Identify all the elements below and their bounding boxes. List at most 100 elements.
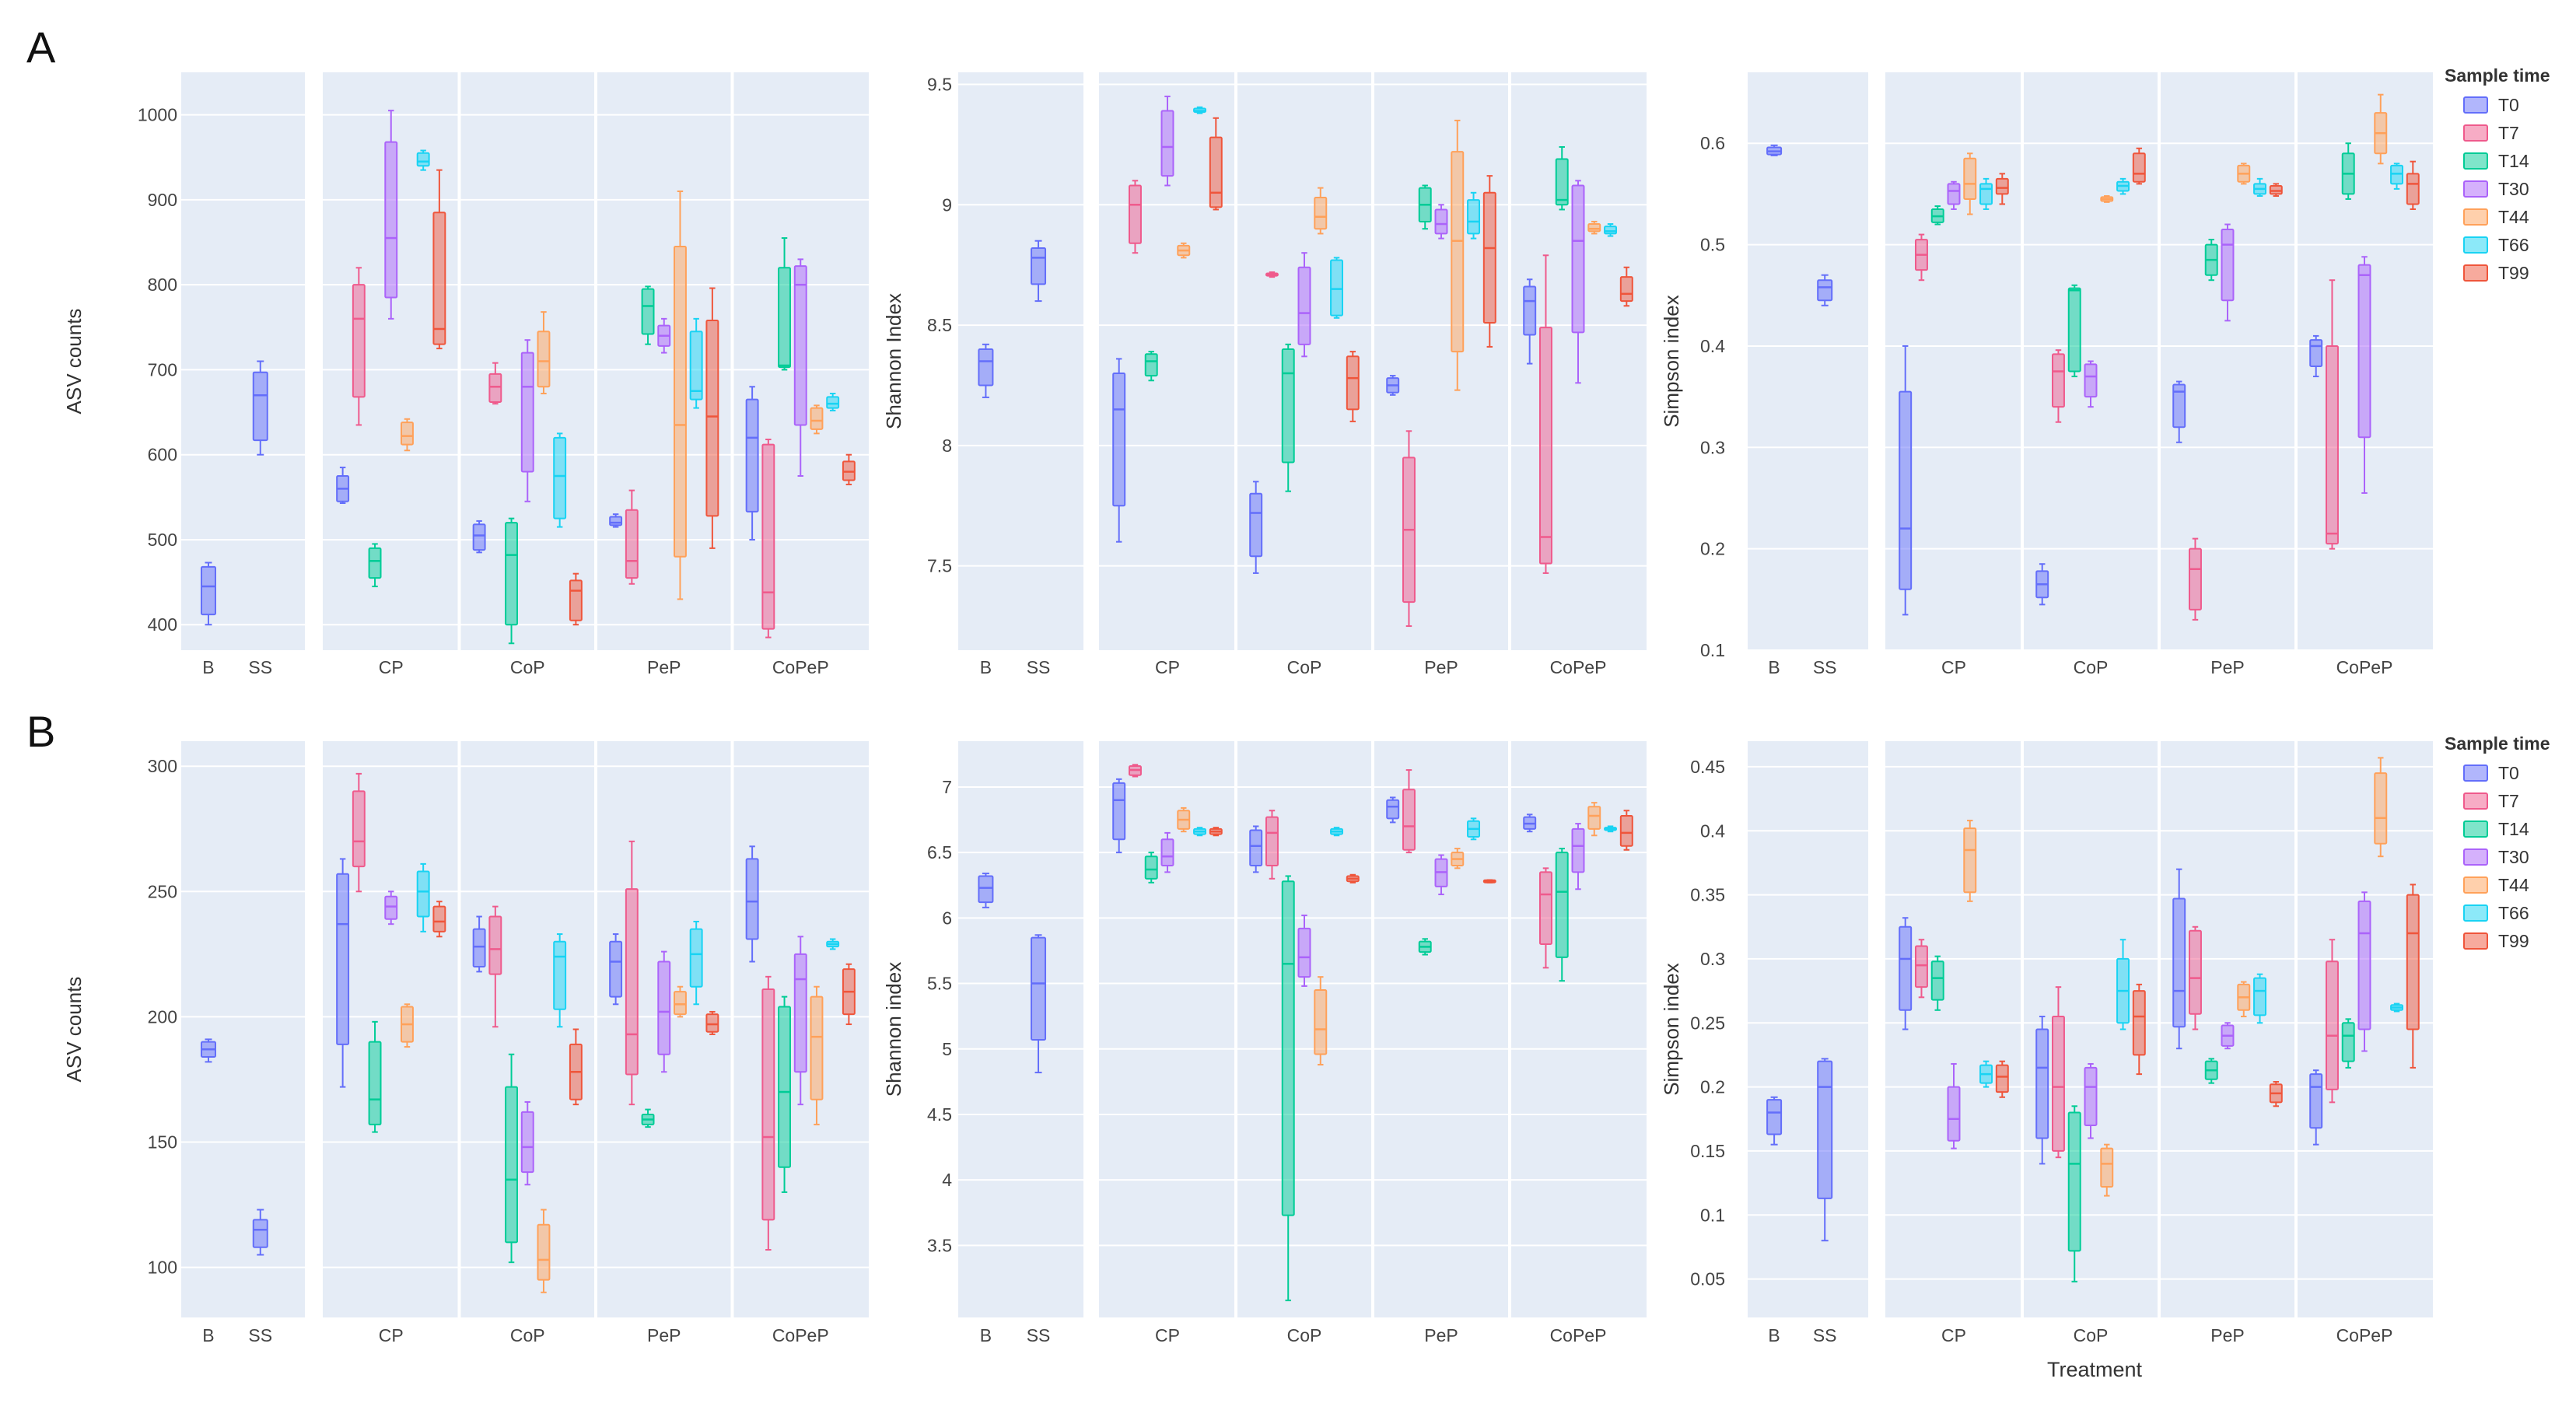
- box-iqr: [488, 915, 502, 975]
- box-copep-t44: [2374, 757, 2388, 858]
- box-cop-t99: [2132, 147, 2146, 185]
- box-iqr: [705, 1013, 719, 1033]
- box-pep-t30: [2221, 223, 2235, 322]
- box-pep-t7: [1402, 430, 1416, 628]
- box-iqr: [2132, 990, 2146, 1056]
- box-cop-t7: [488, 362, 502, 405]
- box-pep-t0: [1386, 796, 1400, 824]
- x-category-label: CoPeP: [1550, 1325, 1607, 1345]
- box-copep-t30: [1571, 823, 1585, 890]
- box-iqr: [1144, 855, 1158, 880]
- y-tick-label: 0.25: [1690, 1013, 1725, 1033]
- box-cop-t99: [1346, 873, 1360, 883]
- box-pep-t30: [1434, 204, 1448, 240]
- box-iqr: [252, 1219, 268, 1248]
- box-iqr: [1144, 353, 1158, 377]
- box-cp-t30: [1160, 95, 1174, 187]
- box-copep-t66: [2390, 1002, 2404, 1013]
- box-iqr: [1265, 816, 1279, 866]
- y-tick-label: 5: [942, 1039, 952, 1059]
- box-iqr: [705, 320, 719, 517]
- box-iqr: [432, 905, 446, 932]
- box-copep-t44: [810, 985, 824, 1125]
- chart-B-simpson: 0.05 0.1 0.15 0.2 0.25 0.3 0.35 0.4 0.45 Simpson …: [1660, 741, 2433, 1345]
- box-copep-t0: [1523, 278, 1537, 365]
- box-copep-t30: [2357, 891, 2371, 1052]
- box-copep-t99: [842, 963, 856, 1026]
- legend-label-t14: T14: [2498, 819, 2529, 839]
- y-tick-label: 6.5: [927, 842, 952, 862]
- box-iqr: [352, 284, 366, 398]
- box-cp-t30: [1160, 831, 1174, 873]
- box-iqr: [416, 152, 430, 167]
- y-tick-label: 0.45: [1690, 757, 1725, 777]
- y-tick-label: 400: [148, 614, 177, 635]
- box-pep-t44: [674, 985, 687, 1018]
- box-iqr: [1914, 945, 1928, 988]
- box-copep-t30: [793, 936, 807, 1106]
- box-iqr: [2269, 184, 2283, 195]
- y-axis-title: Simpson index: [1660, 295, 1683, 428]
- box-iqr: [1386, 799, 1400, 820]
- y-axis-title: Shannon index: [882, 962, 905, 1097]
- box-iqr: [1281, 880, 1295, 1216]
- row-label-b: B: [26, 707, 55, 756]
- box-iqr: [2188, 548, 2202, 611]
- box-iqr: [1297, 266, 1311, 345]
- box-copep-t30: [2357, 256, 2371, 494]
- box-b-t0: [200, 1038, 216, 1063]
- box-iqr: [2084, 1066, 2098, 1127]
- box-cp-t44: [1177, 806, 1191, 833]
- box-iqr: [810, 407, 824, 430]
- box-iqr: [1963, 157, 1977, 200]
- box-iqr: [505, 522, 518, 626]
- legend-label-t14: T14: [2498, 151, 2529, 171]
- box-iqr: [2172, 383, 2186, 429]
- box-cop-t0: [472, 520, 486, 554]
- box-pep-t66: [1467, 817, 1481, 841]
- box-pep-t7: [2188, 537, 2202, 621]
- box-iqr: [1538, 327, 1552, 565]
- y-tick-label: 6: [942, 908, 952, 928]
- box-cop-t14: [1281, 343, 1295, 492]
- box-copep-t44: [1587, 802, 1601, 837]
- box-iqr: [488, 373, 502, 403]
- box-cp-t0: [336, 467, 350, 504]
- box-iqr: [520, 352, 534, 473]
- box-pep-t0: [2172, 380, 2186, 443]
- box-iqr: [761, 988, 775, 1221]
- box-iqr: [1112, 372, 1126, 507]
- box-cop-t14: [2067, 284, 2081, 378]
- box-copep-t44: [810, 404, 824, 435]
- legend-swatch-t0: [2463, 764, 2488, 782]
- box-iqr: [1031, 247, 1047, 285]
- y-axis-title: ASV counts: [62, 309, 86, 415]
- box-copep-t7: [761, 975, 775, 1251]
- box-iqr: [1297, 927, 1311, 978]
- box-cop-t30: [1297, 914, 1311, 987]
- box-pep-t14: [641, 285, 655, 345]
- box-iqr: [1587, 223, 1601, 233]
- x-category-label: B: [202, 657, 214, 677]
- x-category-label: CP: [1941, 1325, 1966, 1345]
- box-iqr: [778, 1006, 791, 1168]
- x-category-label: SS: [1813, 1325, 1837, 1345]
- legend-swatch-t7: [2463, 124, 2488, 142]
- plot-area-controls: [958, 741, 1083, 1317]
- box-cp-t99: [1209, 827, 1223, 837]
- legend-swatch-t0: [2463, 96, 2488, 114]
- y-tick-label: 500: [148, 530, 177, 550]
- x-category-label: CoP: [510, 1325, 545, 1345]
- plot-area-controls: [181, 741, 305, 1317]
- y-tick-label: 100: [148, 1258, 177, 1278]
- box-b-t0: [200, 562, 216, 626]
- x-category-label: CP: [379, 657, 404, 677]
- box-cp-t7: [352, 267, 366, 426]
- box-iqr: [978, 875, 994, 904]
- legend-swatch-t66: [2463, 236, 2488, 254]
- box-iqr: [352, 790, 366, 868]
- box-iqr: [689, 331, 703, 401]
- box-iqr: [1209, 136, 1223, 208]
- box-iqr: [1555, 158, 1569, 206]
- box-b-t0: [1766, 1096, 1783, 1146]
